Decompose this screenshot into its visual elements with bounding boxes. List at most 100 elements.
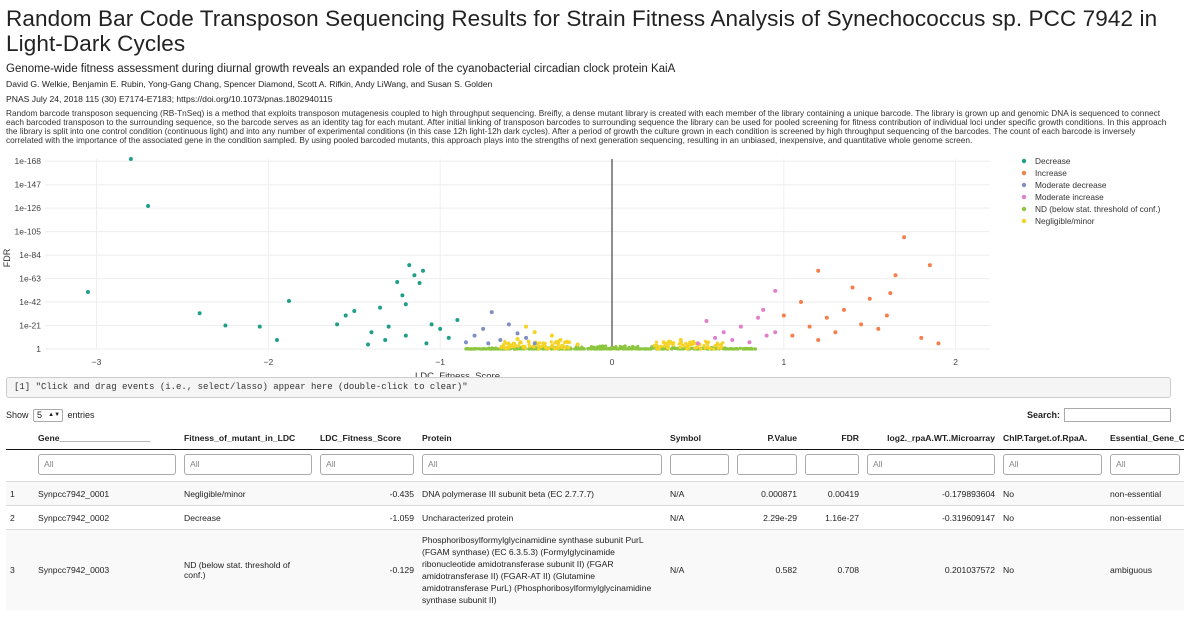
negligible-point (549, 340, 553, 344)
data-point (575, 342, 580, 347)
cell-fdr: 0.00419 (801, 481, 863, 506)
col-symbol[interactable]: Symbol (666, 426, 733, 450)
data-point (704, 319, 709, 324)
negligible-point (536, 344, 540, 348)
nd-point (752, 347, 757, 351)
cell-fitness: Decrease (180, 505, 316, 530)
data-point (378, 305, 383, 310)
cell-symbol: N/A (666, 529, 733, 610)
length-control: Show 5 ▲▼ entries (6, 408, 95, 422)
filter-log2[interactable]: All (867, 454, 995, 475)
data-point (670, 341, 675, 346)
data-point (816, 338, 821, 343)
data-point (850, 285, 855, 290)
x-tick-label: −1 (435, 357, 445, 367)
nd-point (746, 347, 750, 351)
negligible-point (527, 339, 531, 344)
search-input[interactable] (1064, 408, 1171, 422)
legend-swatch (1021, 182, 1027, 188)
abstract: Random barcode transposon sequencing (RB… (6, 108, 1167, 145)
cell-gene: Synpcc7942_0003 (34, 529, 180, 610)
nd-point (629, 347, 634, 351)
filter-symbol[interactable] (670, 454, 729, 475)
negligible-point (665, 346, 670, 350)
data-point (524, 324, 529, 329)
search-control: Search: (1027, 408, 1171, 422)
cell-chip: No (999, 481, 1106, 506)
col-essential[interactable]: Essential_Gene_CLC (1106, 426, 1184, 450)
col-log2[interactable]: log2._rpaA.WT..Microarray (863, 426, 999, 450)
negligible-point (563, 340, 567, 344)
nd-point (724, 347, 728, 351)
cell-log2: -0.319609147 (863, 505, 999, 530)
col-fitness[interactable]: Fitness_of_mutant_in_LDC (180, 426, 316, 450)
data-point (816, 268, 821, 273)
table-row[interactable]: 3 Synpcc7942_0003 ND (below stat. thresh… (6, 529, 1184, 610)
y-tick-label: 1e-63 (19, 274, 41, 284)
negligible-point (667, 339, 671, 343)
negligible-point (657, 347, 661, 351)
filter-fdr[interactable] (805, 454, 859, 475)
data-point (417, 281, 422, 286)
nd-point (738, 346, 742, 350)
negligible-point (507, 344, 512, 348)
col-pvalue[interactable]: P.Value (733, 426, 801, 450)
legend-swatch (1021, 158, 1027, 164)
negligible-point (523, 344, 527, 348)
cell-score: -0.435 (316, 481, 418, 506)
cell-index: 1 (6, 481, 34, 506)
nd-point (481, 346, 486, 351)
filter-score[interactable]: All (320, 454, 414, 475)
data-point (403, 333, 408, 338)
volcano-plot[interactable]: 1 1e-21 1e-42 1e-63 1e-84 1e-105 1e-126 1e-147 1… (0, 145, 1184, 377)
nd-point (589, 347, 594, 351)
x-tick-label: −2 (264, 357, 274, 367)
cell-index: 2 (6, 505, 34, 530)
filter-pvalue[interactable] (737, 454, 797, 475)
filter-chip[interactable]: All (1003, 454, 1102, 475)
filter-gene[interactable]: All (38, 454, 176, 475)
nd-point (465, 347, 470, 351)
col-index (6, 426, 34, 450)
data-point (386, 324, 391, 329)
cell-essential: non-essential (1106, 481, 1184, 506)
negligible-point (693, 346, 697, 350)
filter-cell-index (6, 449, 34, 482)
data-point (515, 331, 520, 336)
nd-point (618, 344, 622, 348)
y-tick-label: 1 (36, 344, 41, 354)
nd-point (603, 345, 608, 349)
col-protein[interactable]: Protein (418, 426, 666, 450)
table-row[interactable]: 2 Synpcc7942_0002 Decrease -1.059 Unchar… (6, 505, 1184, 530)
col-chip[interactable]: ChIP.Target.of.RpaA. (999, 426, 1106, 450)
filter-row: All All All All All All All (6, 449, 1184, 482)
page-subtitle: Genome-wide fitness assessment during di… (6, 63, 676, 75)
cell-fitness: ND (below stat. threshold of conf.) (180, 529, 316, 610)
filter-fitness[interactable]: All (184, 454, 312, 475)
nd-point (487, 347, 491, 351)
nd-point (607, 347, 611, 351)
nd-point (586, 346, 590, 351)
show-label: Show (6, 409, 29, 420)
table-row[interactable]: 1 Synpcc7942_0001 Negligible/minor -0.43… (6, 481, 1184, 506)
data-point (695, 341, 700, 346)
data-point (532, 341, 537, 346)
cell-symbol: N/A (666, 505, 733, 530)
col-score[interactable]: LDC_Fitness_Score (316, 426, 418, 450)
cell-pvalue: 0.582 (733, 529, 801, 610)
col-gene[interactable]: Gene___________________ (34, 426, 180, 450)
cell-pvalue: 0.000871 (733, 481, 801, 506)
y-tick-label: 1e-105 (15, 227, 42, 237)
data-point (128, 157, 133, 161)
data-point (888, 291, 893, 296)
search-label: Search: (1026, 410, 1060, 420)
col-fdr[interactable]: FDR (801, 426, 863, 450)
filter-essential[interactable]: All (1110, 454, 1180, 475)
entries-select[interactable]: 5 ▲▼ (33, 408, 64, 422)
cell-chip: No (999, 529, 1106, 610)
negligible-point (666, 343, 670, 347)
data-point (833, 330, 838, 335)
results-table: Gene___________________ Fitness_of_mutan… (6, 426, 1184, 610)
data-point (403, 302, 408, 307)
filter-protein[interactable]: All (422, 454, 662, 475)
